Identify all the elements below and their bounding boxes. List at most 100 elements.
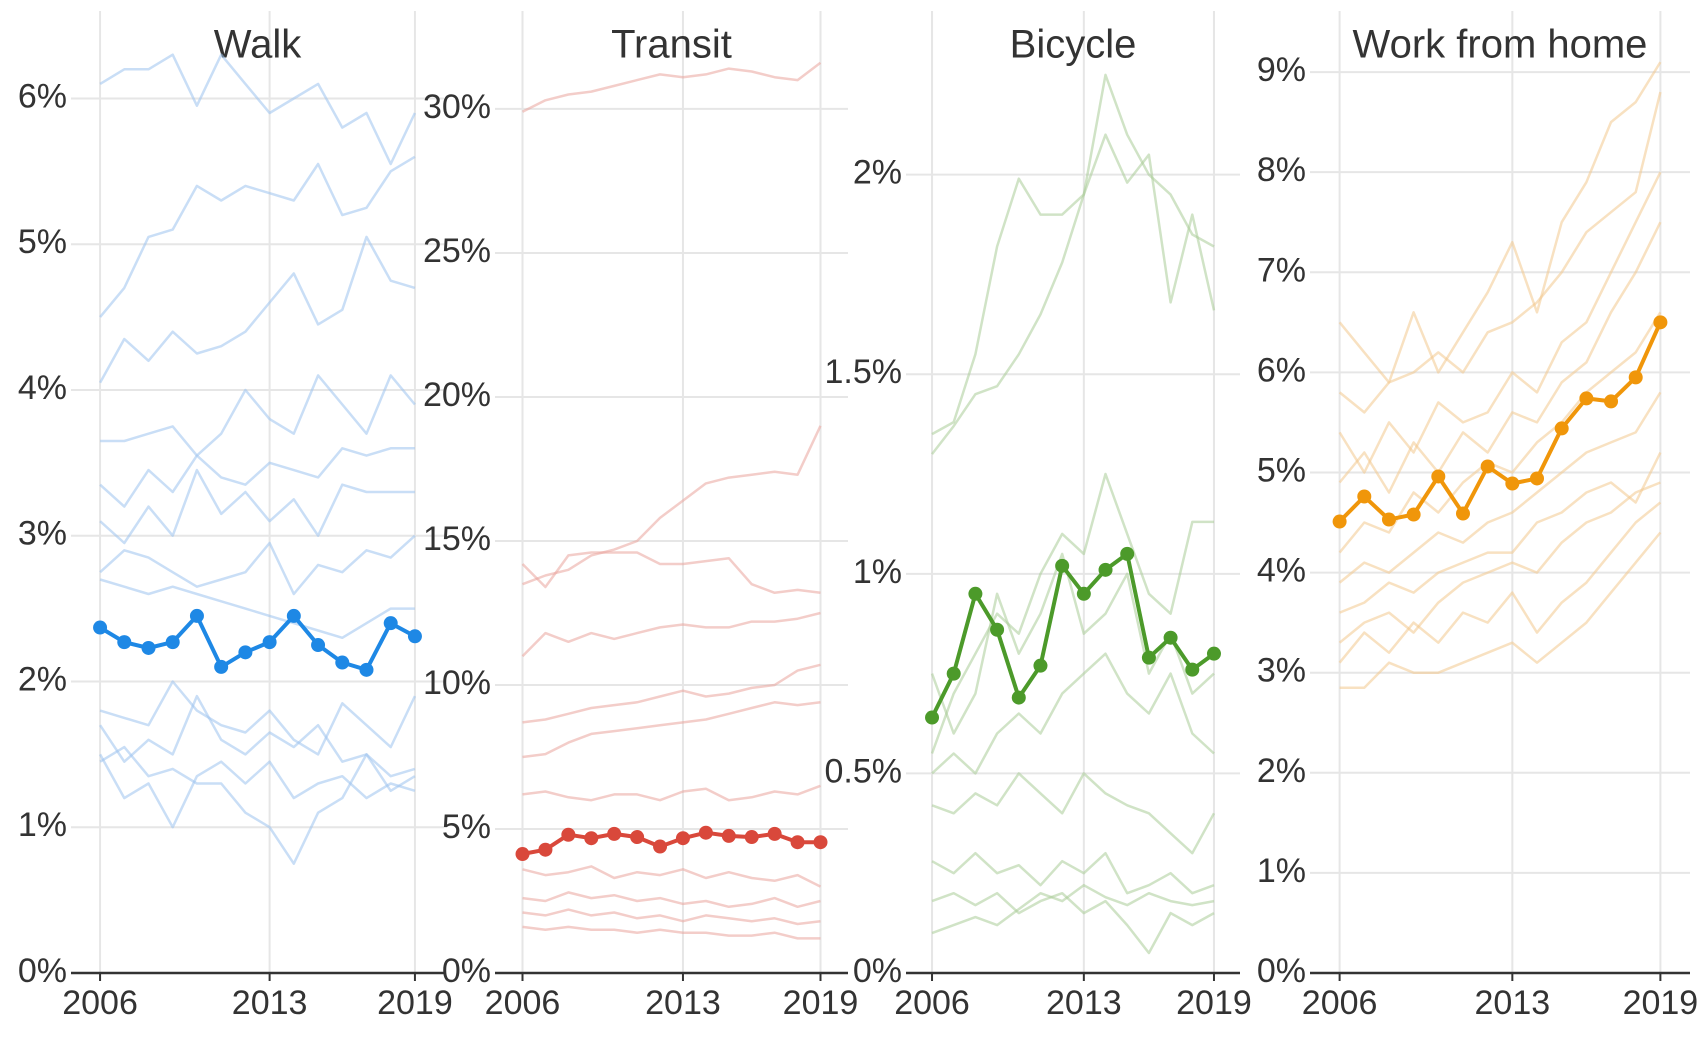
background-line: [1339, 451, 1662, 614]
x-tick-label: 2006: [485, 984, 561, 1022]
marker: [515, 847, 530, 862]
background-line: [931, 883, 1215, 935]
background-line: [100, 374, 416, 457]
marker: [653, 839, 668, 854]
background-line: [99, 745, 416, 865]
marker: [1653, 315, 1668, 330]
background-line: [1338, 311, 1662, 554]
y-tick-label: 5%: [1257, 451, 1306, 489]
y-tick-label: 0%: [1257, 952, 1306, 990]
y-tick-label: 4%: [1257, 552, 1306, 590]
marker: [607, 826, 622, 841]
y-tick-label: 10%: [423, 664, 491, 702]
background-line: [931, 133, 1216, 436]
marker: [262, 635, 277, 650]
y-tick-label: 0.5%: [825, 752, 903, 790]
background-line: [99, 694, 416, 778]
background-line: [522, 663, 821, 724]
marker: [359, 662, 374, 677]
y-tick-label: 3%: [18, 515, 67, 553]
y-tick-label: 9%: [1257, 51, 1306, 89]
x-tick-label: 2019: [1623, 984, 1699, 1022]
x-tick-label: 2013: [232, 984, 308, 1022]
marker: [335, 655, 350, 670]
marker: [1604, 394, 1619, 409]
marker: [1163, 630, 1178, 645]
marker: [1480, 459, 1495, 474]
x-tick-label: 2013: [1475, 984, 1551, 1022]
panel-title: Transit: [611, 23, 732, 67]
panel: 0% 0.5% 1% 1.5% 2% 2006 2013 2019 Bicycle: [825, 11, 1252, 1022]
background-line: [1338, 61, 1662, 384]
background-line: [931, 772, 1216, 855]
background-line: [930, 472, 1214, 754]
y-tick-label: 5%: [442, 808, 491, 846]
y-tick-label: 7%: [1257, 251, 1306, 289]
panel: 0% 5% 10% 15% 20% 25% 30% 2006 2013 2019 Transit: [423, 11, 858, 1022]
marker: [698, 825, 713, 840]
y-tick-label: 1%: [18, 806, 67, 844]
marker: [1381, 512, 1396, 527]
y-tick-label: 25%: [423, 232, 491, 270]
y-tick-label: 0%: [442, 952, 491, 990]
marker: [165, 635, 180, 650]
marker: [117, 635, 132, 650]
panel-title: Bicycle: [1010, 23, 1137, 67]
x-tick-label: 2006: [1302, 984, 1378, 1022]
y-tick-label: 15%: [423, 520, 491, 558]
background-line: [99, 753, 416, 829]
y-tick-label: 20%: [423, 376, 491, 414]
background-line: [522, 865, 822, 888]
x-tick-label: 2013: [1046, 984, 1122, 1022]
y-tick-label: 3%: [1257, 652, 1306, 690]
marker: [1076, 586, 1091, 601]
background-line: [522, 925, 821, 940]
marker: [990, 622, 1005, 637]
background-line: [99, 578, 415, 640]
marker: [1011, 690, 1026, 705]
background-line: [99, 468, 415, 545]
marker: [721, 828, 736, 843]
marker: [1055, 558, 1070, 573]
background-line: [1338, 481, 1661, 644]
background-line: [99, 53, 417, 166]
x-tick-label: 2006: [62, 984, 138, 1022]
background-line: [99, 155, 416, 318]
marker: [311, 638, 326, 653]
x-tick-label: 2019: [377, 984, 453, 1022]
marker: [1431, 469, 1446, 484]
marker: [1579, 391, 1594, 406]
background-line: [931, 652, 1215, 775]
marker: [744, 830, 759, 845]
y-tick-label: 30%: [423, 88, 491, 126]
marker: [1141, 650, 1156, 665]
marker: [214, 659, 229, 674]
y-tick-label: 6%: [1257, 351, 1306, 389]
marker: [1206, 646, 1221, 661]
panel-title: Walk: [214, 23, 302, 67]
background-line: [1338, 221, 1662, 494]
marker: [1406, 507, 1421, 522]
background-line: [931, 851, 1215, 895]
background-line: [521, 551, 821, 595]
y-tick-label: 2%: [1257, 752, 1306, 790]
marker: [946, 666, 961, 681]
marker: [813, 835, 828, 850]
background-line: [1338, 501, 1662, 664]
marker: [561, 827, 576, 842]
marker: [407, 629, 422, 644]
marker: [1357, 489, 1372, 504]
background-line: [522, 891, 821, 909]
marker: [93, 620, 108, 635]
marker: [767, 826, 782, 841]
background-line: [1338, 391, 1662, 584]
panel: 0% 1% 2% 3% 4% 5% 6% 7% 8% 9% 2006 2013 2019 Work fro…: [1257, 11, 1698, 1022]
background-line: [931, 891, 1215, 955]
y-tick-label: 1%: [1257, 852, 1306, 890]
marker: [238, 645, 253, 660]
background-line: [522, 908, 821, 926]
background-line: [1338, 91, 1662, 414]
marker: [1185, 662, 1200, 677]
background-line: [1339, 531, 1662, 689]
